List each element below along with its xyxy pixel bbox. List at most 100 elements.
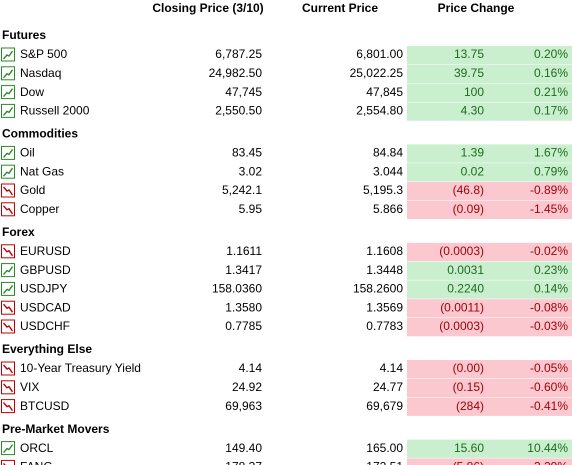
change-bg [407, 439, 572, 458]
change-bg [407, 46, 572, 65]
row-name: Nasdaq [20, 66, 61, 80]
row-name: GBPUSD [20, 263, 71, 277]
change-bg [407, 378, 572, 398]
row-name: Russell 2000 [20, 104, 90, 118]
icon-arrow [2, 402, 14, 412]
change-bg [407, 280, 572, 299]
row-name: BTCUSD [20, 399, 70, 413]
row-name: VIX [20, 380, 39, 394]
section-title: Futures [2, 28, 46, 42]
change-percent: -0.02% [530, 244, 568, 258]
trend-icon [1, 380, 15, 395]
header-current: Current Price [302, 1, 378, 15]
closing-price: 3.02 [239, 164, 263, 178]
row-name: ORCL [20, 441, 54, 455]
trend-icon [1, 361, 15, 376]
change-bg [407, 182, 572, 201]
change-percent: -3.29% [530, 460, 568, 465]
current-price: 47,845 [366, 85, 403, 99]
icon-box [1, 47, 15, 62]
current-price: 165.00 [366, 441, 403, 455]
icon-arrow [2, 50, 14, 60]
trend-icon [1, 399, 15, 414]
change-percent: -0.41% [530, 399, 568, 413]
row-name: USDCAD [20, 300, 71, 314]
row: USDCHF 0.7785 0.7783 (0.0003) -0.03% [1, 318, 572, 337]
icon-box [1, 441, 15, 456]
icon-arrow [2, 88, 14, 98]
row: VIX 24.92 24.77 (0.15) -0.60% [1, 378, 572, 398]
closing-price: 1.3580 [225, 300, 262, 314]
closing-price: 0.7785 [225, 319, 262, 333]
change-value: 15.60 [454, 441, 484, 455]
change-percent: 0.14% [534, 282, 568, 296]
closing-price: 2,550.50 [215, 104, 262, 118]
closing-price: 5.95 [239, 202, 263, 216]
change-value: 4.30 [461, 104, 485, 118]
trend-icon [1, 441, 15, 456]
row-name: USDCHF [20, 319, 70, 333]
closing-price: 24.92 [232, 380, 262, 394]
row: EURUSD 1.1611 1.1608 (0.0003) -0.02% [1, 242, 572, 262]
current-price: 69,679 [366, 399, 403, 413]
closing-price: 47,745 [225, 85, 262, 99]
icon-box [1, 263, 15, 278]
change-value: (46.8) [453, 183, 484, 197]
current-price: 158.2600 [353, 282, 403, 296]
icon-box [1, 66, 15, 81]
trend-icon [1, 300, 15, 315]
icon-arrow [2, 364, 14, 374]
icon-arrow [2, 247, 14, 257]
row: BTCUSD 69,963 69,679 (284) -0.41% [1, 397, 572, 416]
trend-icon [1, 459, 15, 465]
current-price: 2,554.80 [356, 104, 403, 118]
closing-price: 83.45 [232, 146, 262, 160]
current-price: 1.3448 [366, 263, 403, 277]
current-price: 5.866 [373, 202, 403, 216]
change-bg [407, 200, 572, 220]
current-price: 6,801.00 [356, 47, 403, 61]
trend-icon [1, 164, 15, 179]
row: GBPUSD 1.3417 1.3448 0.0031 0.23% [1, 261, 572, 280]
trend-icon [1, 281, 15, 296]
current-price: 84.84 [373, 146, 403, 160]
icon-box [1, 145, 15, 160]
icon-arrow [2, 186, 14, 196]
change-value: (0.0003) [439, 319, 484, 333]
icon-arrow [2, 284, 14, 294]
icon-arrow [2, 322, 14, 332]
change-percent: 0.79% [534, 164, 568, 178]
trend-icon [1, 183, 15, 198]
current-price: 1.1608 [366, 244, 403, 258]
change-value: (5.86) [453, 460, 484, 465]
trend-icon [1, 244, 15, 259]
icon-arrow [2, 266, 14, 276]
row-name: Gold [20, 183, 45, 197]
current-price: 1.3569 [366, 300, 403, 314]
trend-icon [1, 263, 15, 278]
trend-icon [1, 202, 15, 217]
closing-price: 1.1611 [226, 244, 262, 258]
row: ORCL 149.40 165.00 15.60 10.44% [1, 439, 572, 458]
closing-price: 158.0360 [212, 282, 262, 296]
current-price: 5,195.3 [363, 183, 403, 197]
change-percent: -0.05% [530, 361, 568, 375]
icon-box [1, 103, 15, 118]
closing-price: 69,963 [225, 399, 262, 413]
row: Gold 5,242.1 5,195.3 (46.8) -0.89% [1, 182, 572, 201]
header-closing: Closing Price (3/10) [152, 1, 263, 15]
row: USDJPY 158.0360 158.2600 0.2240 0.14% [1, 280, 572, 299]
change-value: (284) [456, 399, 484, 413]
icon-box [1, 85, 15, 100]
row: Nat Gas 3.02 3.044 0.02 0.79% [1, 163, 572, 182]
current-price: 3.044 [373, 164, 403, 178]
change-bg [407, 360, 572, 379]
section-title: Commodities [2, 127, 78, 141]
change-value: 0.2240 [447, 282, 484, 296]
closing-price: 149.40 [225, 441, 262, 455]
change-value: (0.00) [453, 361, 484, 375]
change-value: (0.15) [453, 380, 484, 394]
icon-arrow [2, 383, 14, 393]
icon-arrow [2, 167, 14, 177]
icon-arrow [2, 69, 14, 79]
